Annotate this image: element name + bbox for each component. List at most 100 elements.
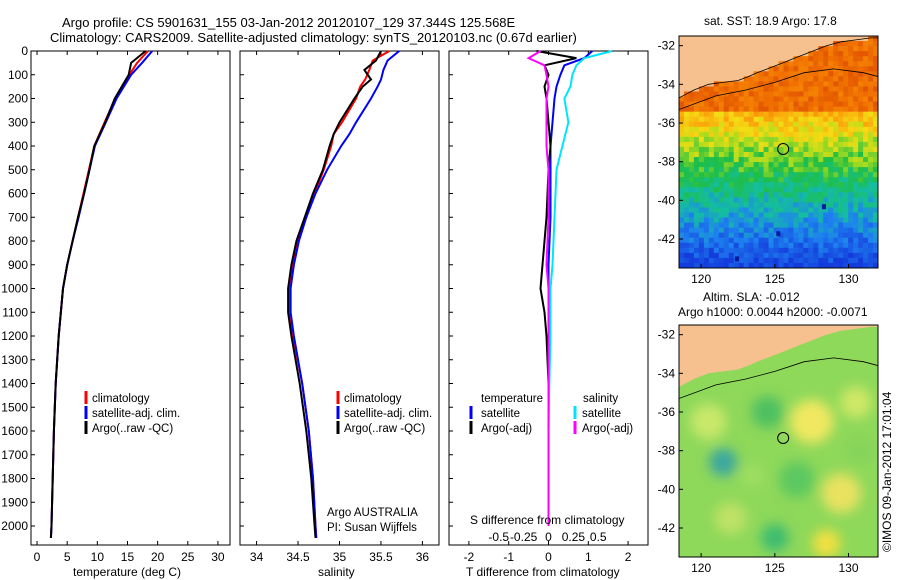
x-tick-label: -1 [503,550,514,564]
depth-tick-label: 1700 [1,448,28,462]
lon-tick-label: 120 [691,561,711,575]
lat-tick-label: -36 [658,405,676,419]
legend-label-t-argo: Argo(-adj) [481,423,532,435]
series-line-temperature-satellite [547,50,593,526]
s-diff-tick-label: 0.5 [590,530,607,544]
x-tick-label: 2 [625,550,632,564]
lat-tick-label: -38 [658,155,676,169]
x-tick-label: 25 [181,550,195,564]
sla-map-subtitle: Argo h1000: 0.0044 h2000: -0.0071 [678,305,868,319]
lat-tick-label: -40 [658,482,676,496]
depth-tick-label: 1600 [1,424,28,438]
difference-legend: temperature satellite Argo(-adj) salinit… [469,393,633,435]
lon-tick-label: 130 [839,561,859,575]
salinity-xlabel: salinity [318,565,355,579]
x-tick-label: 15 [121,550,135,564]
x-tick-label: 34.5 [286,550,310,564]
series-line-salinity-satellite [547,50,613,526]
lat-tick-label: -38 [658,444,676,458]
sst-map-panel: sat. SST: 18.9 Argo: 17.8 120 125 130 -32 -3… [658,14,879,286]
depth-tick-label: 300 [8,115,28,129]
temperature-axes [30,50,231,546]
lon-tick-label: 125 [765,561,785,575]
x-tick-label: 1 [585,550,592,564]
lon-tick-label: 120 [691,272,711,286]
legend-label-satellite: satellite-adj. clim. [344,408,432,420]
sla-map-title: Altim. SLA: -0.012 [703,290,800,304]
depth-tick-label: 1100 [2,305,28,319]
s-diff-tick-label: -0.25 [510,530,538,544]
x-tick-label: 34 [250,550,264,564]
temperature-panel: 0100200300400500600700800900100011001200… [1,44,453,579]
s-diff-tick-label: -0.5 [488,530,509,544]
depth-tick-label: 1800 [1,472,28,486]
depth-tick-label: 1000 [1,282,28,296]
depth-tick-label: 900 [8,258,28,272]
salinity-panel: 34 34.5 35 35.5 36 salinity climatology sate… [239,50,440,579]
x-tick-label: 10 [91,550,105,564]
depth-tick-label: 800 [8,234,28,248]
x-tick-label: 5 [64,550,71,564]
legend-label-climatology: climatology [92,393,150,405]
lon-tick-label: 125 [765,272,785,286]
depth-tick-label: 100 [8,68,28,82]
legend-label-s-satellite: satellite [582,408,621,420]
series-line-temperature-argo-adj [536,50,577,526]
x-tick-label: 36 [416,550,430,564]
lat-tick-label: -32 [658,328,676,342]
x-tick-label: 20 [151,550,165,564]
sst-map-image [679,36,878,268]
s-difference-label: S difference from climatology [470,513,625,527]
s-diff-tick-label: 0.25 [562,530,586,544]
lat-tick-label: -36 [658,116,676,130]
series-line-salinity-argo-adj [526,50,550,526]
legend-label-climatology: climatology [344,393,402,405]
sst-map-title: sat. SST: 18.9 Argo: 17.8 [704,14,837,28]
x-tick-label: 35.5 [369,550,393,564]
series-line-satellite-adj-clim [49,50,153,538]
legend-label-t-satellite: satellite [481,408,520,420]
salinity-legend: climatology satellite-adj. clim. Argo(..… [336,391,432,435]
s-diff-tick-label: 0 [545,530,552,544]
series-line-argo-raw-qc [287,50,382,538]
depth-tick-label: 700 [8,210,28,224]
imos-stamp: ©IMOS 09-Jan-2012 17:01:04 [880,391,894,552]
lat-tick-label: -34 [658,77,676,91]
legend-label-argo: Argo(..raw -QC) [344,423,425,435]
sla-map-tick-labels: 120 125 130 -32 -34 -36 -38 -40 -42 [658,328,859,575]
legend-salinity-title: salinity [583,393,618,405]
depth-tick-label: 200 [8,92,28,106]
depth-tick-label: 1500 [1,400,28,414]
depth-tick-label: 1900 [1,495,28,509]
lon-tick-label: 130 [839,272,859,286]
sst-map-tick-labels: 120 125 130 -32 -34 -36 -38 -40 -42 [658,39,859,286]
x-tick-label: -2 [464,550,475,564]
series-line-climatology [49,50,149,538]
x-tick-label: 35 [333,550,347,564]
annotation-argo-australia: Argo AUSTRALIA [327,507,418,519]
legend-label-satellite: satellite-adj. clim. [92,408,180,420]
argo-position-marker [777,431,790,444]
series-line-argo-raw-qc [49,50,147,538]
lat-tick-label: -34 [658,366,676,380]
legend-temperature-title: temperature [481,393,543,405]
legend-label-argo: Argo(..raw -QC) [92,423,173,435]
depth-tick-label: 1200 [1,329,28,343]
sla-map-panel: Altim. SLA: -0.012 Argo h1000: 0.0044 h2… [658,290,879,575]
depth-tick-labels: 0 100 200 300 400 500 600 700 800 900 1000 1100 1200… [1,44,453,533]
title-line-1: Argo profile: CS 5901631_155 03-Jan-2012… [62,15,516,30]
temperature-xlabel: temperature (deg C) [73,565,181,579]
salinity-tick-labels: 34 34.5 35 35.5 36 [250,51,430,564]
difference-profiles [526,50,613,526]
lat-tick-label: -42 [658,521,676,535]
s-difference-tick-labels: -0.5 -0.25 0 0.25 0.5 [488,530,607,544]
temperature-profiles [49,50,153,538]
depth-tick-label: 2000 [1,519,28,533]
legend-label-s-argo: Argo(-adj) [582,423,633,435]
title-line-2: Climatology: CARS2009. Satellite-adjuste… [50,30,577,45]
temperature-tick-labels: 0 5 10 15 20 25 30 [34,51,225,564]
temperature-legend: climatology satellite-adj. clim. Argo(..… [84,391,180,435]
lat-tick-label: -40 [658,193,676,207]
sla-map-axes [678,324,879,558]
